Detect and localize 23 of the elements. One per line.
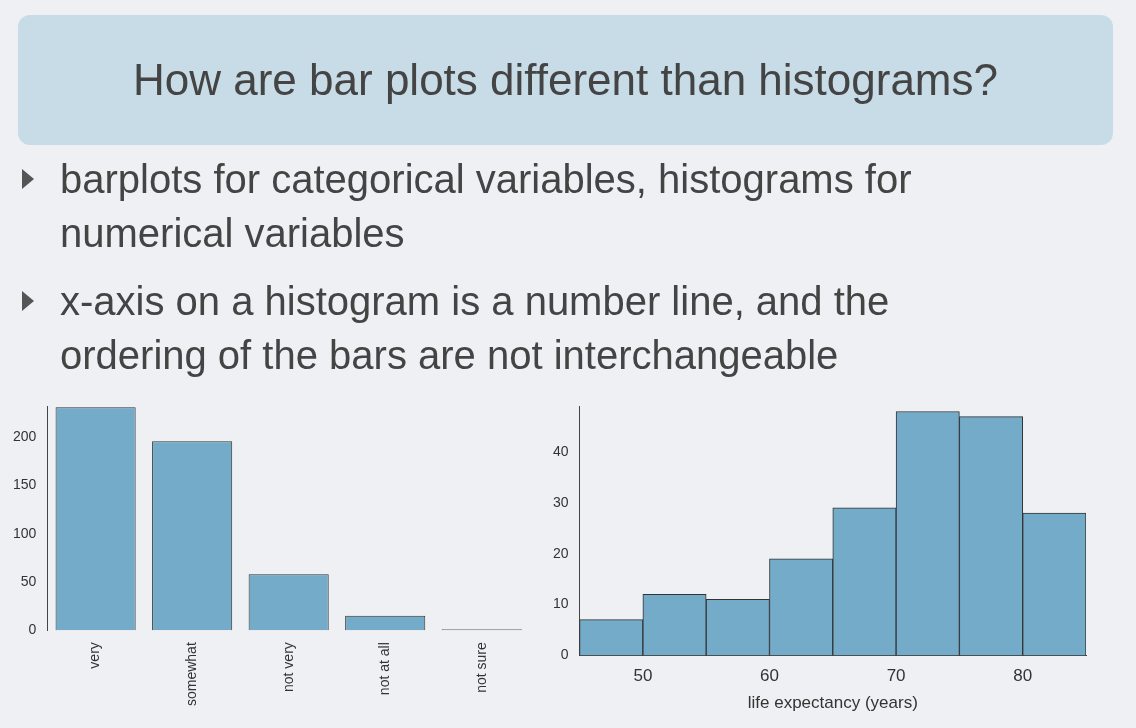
x-tick-label: 70	[886, 666, 906, 686]
x-tick-label: not at all	[376, 642, 393, 696]
x-tick-label: 50	[633, 666, 653, 686]
x-tick-label: 80	[1013, 666, 1033, 686]
y-tick-label: 0	[28, 621, 37, 638]
x-tick-label: not very	[279, 642, 296, 693]
text: x-axis on a histogram is a number line, and the ordering of the bars are not interchangeable	[59, 278, 891, 379]
y-tick-label: 20	[552, 544, 569, 561]
x-tick-label: not sure	[472, 641, 489, 693]
x-tick-label: very	[86, 642, 103, 669]
y-tick-label: 150	[13, 476, 37, 493]
y-tick-label: 10	[552, 595, 569, 612]
y-tick-label: 0	[560, 646, 569, 663]
y-tick-label: 30	[552, 493, 569, 510]
chart-title: How are bar plots different than histograms?	[18, 15, 1113, 145]
x-axis-title: life expectancy (years)	[747, 693, 918, 713]
y-tick-label: 100	[13, 524, 37, 541]
y-tick-label: 50	[20, 572, 37, 589]
y-tick-label: 200	[13, 428, 37, 445]
y-tick-label: 40	[552, 442, 569, 459]
text: barplots for categorical variables, histograms for numerical variables	[59, 156, 913, 257]
x-tick-label: somewhat	[183, 642, 200, 707]
x-tick-label: 60	[760, 666, 779, 686]
